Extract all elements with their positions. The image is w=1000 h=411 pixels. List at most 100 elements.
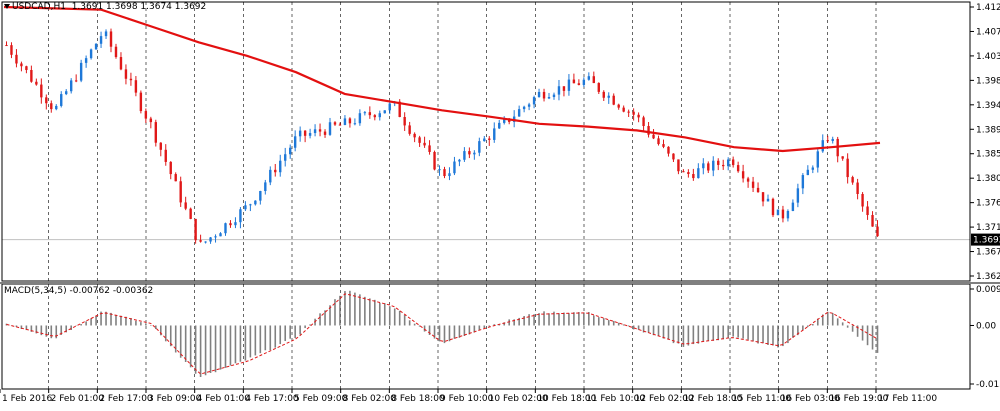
candle-body bbox=[751, 181, 755, 188]
candle-body bbox=[333, 122, 337, 125]
candle-body bbox=[214, 236, 217, 238]
candle-body bbox=[55, 105, 58, 110]
price-axis-label: 1.3715 bbox=[976, 223, 1000, 233]
candle-body bbox=[577, 83, 581, 85]
candle-body bbox=[602, 91, 605, 98]
time-axis-label: 12 Feb 18:00 bbox=[683, 394, 742, 404]
candle-body bbox=[478, 141, 481, 153]
candle-body bbox=[179, 181, 182, 203]
candle-body bbox=[144, 111, 148, 119]
candle-body bbox=[119, 57, 123, 70]
price-axis-label: 1.3895 bbox=[976, 125, 1000, 135]
price-axis-label: 1.3985 bbox=[976, 76, 1000, 86]
candle-body bbox=[303, 130, 307, 136]
candle-body bbox=[353, 123, 357, 125]
candle-body bbox=[587, 76, 591, 80]
candle-body bbox=[438, 169, 441, 171]
candle-body bbox=[288, 147, 292, 155]
candle-body bbox=[84, 58, 88, 63]
candlestick-series bbox=[5, 28, 879, 244]
candle-body bbox=[552, 94, 556, 98]
candle-body bbox=[174, 174, 177, 182]
candle-body bbox=[25, 66, 28, 70]
candle-body bbox=[632, 111, 635, 115]
candle-body bbox=[35, 81, 38, 85]
candle-body bbox=[806, 169, 810, 176]
candle-body bbox=[308, 133, 312, 136]
candle-body bbox=[766, 198, 770, 202]
candle-body bbox=[672, 153, 675, 160]
candle-body bbox=[876, 226, 879, 237]
candle-body bbox=[418, 137, 421, 143]
candle-body bbox=[473, 152, 476, 155]
candle-body bbox=[254, 200, 257, 205]
candle-body bbox=[159, 142, 162, 150]
candle-body bbox=[687, 172, 690, 175]
moving-average-line bbox=[3, 5, 881, 153]
candle-body bbox=[194, 218, 197, 241]
time-axis-label: 12 Feb 02:00 bbox=[635, 394, 694, 404]
candle-body bbox=[527, 104, 531, 107]
time-axis-label: 10 Feb 18:00 bbox=[537, 394, 596, 404]
candle-body bbox=[761, 192, 765, 202]
candle-body bbox=[338, 124, 342, 126]
candle-body bbox=[786, 210, 790, 219]
candle-body bbox=[5, 45, 8, 47]
candle-body bbox=[343, 118, 347, 125]
moving-average-path bbox=[3, 5, 881, 153]
candle-body bbox=[503, 118, 506, 123]
candle-body bbox=[771, 198, 775, 216]
macd-signal-line bbox=[6, 293, 878, 375]
candle-body bbox=[726, 159, 730, 167]
candle-body bbox=[244, 205, 247, 210]
candle-body bbox=[627, 111, 630, 113]
candle-body bbox=[139, 92, 143, 112]
candle-body bbox=[169, 161, 172, 175]
candle-body bbox=[712, 160, 715, 171]
candle-body bbox=[398, 101, 401, 118]
candle-body bbox=[149, 118, 153, 123]
candle-body bbox=[717, 160, 720, 165]
price-axis-label: 1.3670 bbox=[976, 248, 1000, 258]
candle-body bbox=[841, 156, 844, 159]
time-axis-label: 10 Feb 02:00 bbox=[489, 394, 548, 404]
candle-body bbox=[741, 171, 745, 179]
current-price-box bbox=[971, 233, 1000, 246]
collapse-triangle-icon bbox=[4, 4, 10, 9]
symbol-label: USDCAD,H1 bbox=[12, 2, 66, 12]
candle-body bbox=[30, 69, 33, 82]
candle-body bbox=[74, 80, 78, 82]
time-axis-label: 3 Feb 09:00 bbox=[148, 394, 202, 404]
candle-body bbox=[89, 49, 93, 59]
macd-axis-label: 0.00 bbox=[976, 321, 996, 331]
candle-body bbox=[109, 31, 113, 47]
price-axis-label: 1.3850 bbox=[976, 150, 1000, 160]
candle-body bbox=[622, 107, 625, 112]
candle-body bbox=[433, 151, 436, 170]
price-axis-label: 1.4120 bbox=[976, 3, 1000, 13]
candle-body bbox=[413, 133, 416, 138]
candle-body bbox=[871, 215, 874, 227]
candle-body bbox=[707, 163, 710, 171]
candle-body bbox=[811, 167, 815, 170]
candle-body bbox=[199, 240, 202, 242]
candle-body bbox=[229, 223, 232, 226]
candle-body bbox=[801, 175, 805, 189]
candle-body bbox=[856, 182, 859, 195]
candle-body bbox=[388, 103, 391, 111]
candle-body bbox=[328, 122, 332, 135]
candle-body bbox=[129, 78, 133, 81]
candle-body bbox=[209, 237, 212, 242]
candle-body bbox=[383, 110, 386, 114]
candle-body bbox=[79, 62, 83, 81]
candle-body bbox=[60, 94, 63, 106]
candle-body bbox=[776, 209, 780, 216]
candle-body bbox=[562, 86, 566, 91]
time-axis-label: 16 Feb 03:00 bbox=[781, 394, 840, 404]
current-price-label: 1.3692 bbox=[973, 236, 1000, 246]
time-axis-label: 9 Feb 10:00 bbox=[440, 394, 494, 404]
time-axis-label: 5 Feb 09:00 bbox=[294, 394, 348, 404]
candle-body bbox=[597, 83, 600, 92]
